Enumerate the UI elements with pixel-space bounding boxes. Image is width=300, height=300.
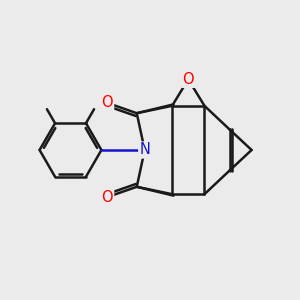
- Text: N: N: [139, 142, 150, 158]
- Text: O: O: [101, 190, 113, 205]
- Text: O: O: [101, 95, 113, 110]
- Text: O: O: [182, 72, 194, 87]
